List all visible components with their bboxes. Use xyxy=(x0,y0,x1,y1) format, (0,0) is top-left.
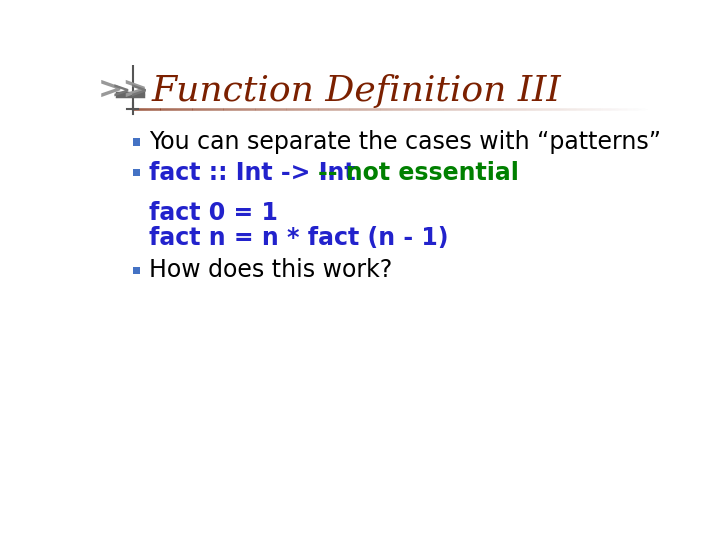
Bar xyxy=(132,138,140,146)
Bar xyxy=(132,168,140,177)
Text: >>: >> xyxy=(112,82,149,102)
Text: Function Definition III: Function Definition III xyxy=(152,74,562,108)
Text: fact :: Int -> Int: fact :: Int -> Int xyxy=(149,160,356,185)
Text: How does this work?: How does this work? xyxy=(149,258,392,282)
Text: You can separate the cases with “patterns”: You can separate the cases with “pattern… xyxy=(149,130,661,154)
Text: -- not essential: -- not essential xyxy=(284,160,518,185)
Bar xyxy=(132,267,140,274)
Text: >>: >> xyxy=(98,75,149,104)
Text: fact 0 = 1: fact 0 = 1 xyxy=(149,201,278,225)
Text: fact n = n * fact (n - 1): fact n = n * fact (n - 1) xyxy=(149,226,449,250)
